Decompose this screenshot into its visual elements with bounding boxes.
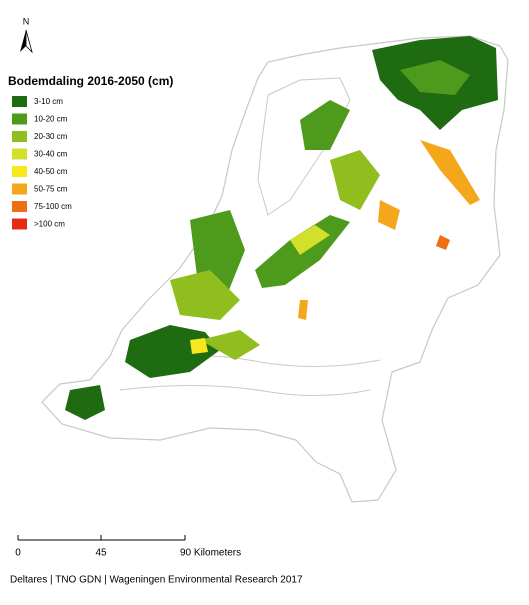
river — [119, 384, 371, 397]
patch — [170, 270, 240, 320]
patch — [65, 385, 105, 420]
patch — [300, 100, 350, 150]
scale-label: 45 — [95, 548, 107, 559]
patch — [298, 300, 308, 320]
patch — [190, 338, 208, 354]
patch — [378, 200, 400, 230]
legend-swatch — [12, 131, 27, 142]
legend-swatch — [12, 148, 27, 160]
legend: 3-10 cm 10-20 cm 20-30 cm 30-40 cm 40-50 cm 5… — [12, 96, 72, 230]
legend-swatch — [12, 113, 27, 125]
patch — [436, 235, 450, 250]
legend-swatch — [12, 201, 27, 212]
legend-label: 75-100 cm — [34, 202, 72, 211]
scale-label: 0 — [15, 548, 21, 559]
legend-label: 40-50 cm — [34, 167, 68, 176]
credit: Deltares | TNO GDN | Wageningen Environm… — [10, 575, 303, 586]
patch — [400, 60, 470, 95]
legend-label: 3-10 cm — [34, 97, 63, 106]
patch — [330, 150, 380, 210]
legend-label: 30-40 cm — [34, 150, 68, 159]
north-label: N — [23, 16, 30, 26]
patch — [200, 330, 260, 360]
legend-label: 10-20 cm — [34, 115, 68, 124]
legend-swatch — [12, 218, 27, 230]
patch — [125, 325, 220, 378]
patch — [290, 225, 330, 255]
legend-swatch — [12, 183, 27, 195]
scale-label: 90 Kilometers — [180, 548, 241, 559]
north-arrow — [20, 30, 26, 52]
patch — [420, 140, 480, 205]
legend-label: 50-75 cm — [34, 185, 68, 194]
legend-swatch — [12, 96, 27, 107]
legend-label: 20-30 cm — [34, 132, 68, 141]
subsidence-areas — [65, 36, 498, 420]
legend-label: >100 cm — [34, 220, 65, 229]
north-arrow — [25, 29, 33, 54]
legend-title: Bodemdaling 2016-2050 (cm) — [8, 74, 173, 88]
legend-swatch — [12, 166, 27, 177]
